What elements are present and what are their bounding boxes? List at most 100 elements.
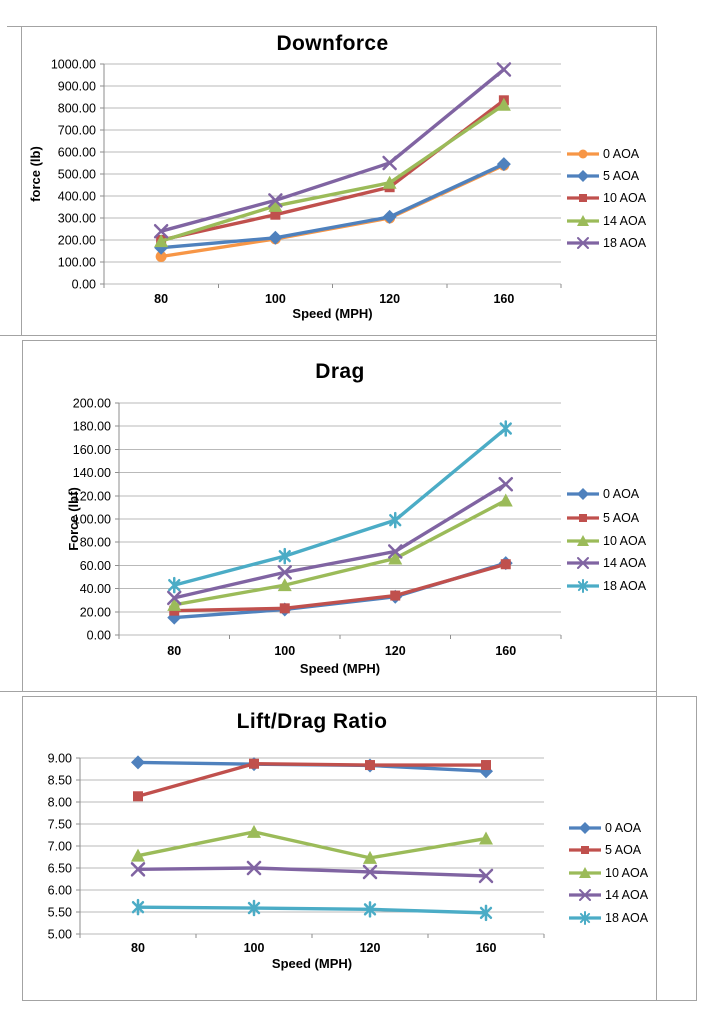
y-tick-label: 180.00 [73, 420, 111, 434]
triangle-marker [382, 175, 397, 189]
x-marker [577, 237, 589, 249]
x-marker [382, 155, 397, 171]
y-tick-label: 160.00 [73, 443, 111, 457]
gridline-artifact [0, 691, 22, 692]
y-tick-label: 60.00 [80, 559, 111, 573]
y-tick-label: 300.00 [58, 212, 96, 226]
y-tick-label: 6.00 [48, 884, 72, 898]
legend-key [567, 488, 599, 500]
legend-item-label: 18 AOA [605, 911, 649, 925]
y-tick-label: 500.00 [58, 168, 96, 182]
legend-item-18-aoa[interactable]: 18 AOA [566, 575, 646, 597]
series-line-5-aoa [159, 162, 506, 250]
legend-item-label: 0 AOA [603, 487, 640, 501]
legend-item-14-aoa[interactable]: 14 AOA [566, 552, 646, 574]
diamond-marker [167, 610, 182, 625]
legend-key [569, 846, 601, 854]
drag-chart[interactable]: Drag Force (lbf) 200.00 180.00 160.00 140.0… [22, 340, 657, 692]
legend-item-5-aoa[interactable]: 5 AOA [566, 165, 639, 187]
x-marker [167, 590, 182, 606]
x-marker [362, 864, 378, 880]
legend-item-14-aoa[interactable]: 14 AOA [566, 210, 646, 232]
star-marker [363, 901, 377, 918]
y-tick-label: 600.00 [58, 146, 96, 160]
legend: 0 AOA 5 AOA 10 AOA 14 AOA 18 AOA [23, 697, 696, 1000]
downforce-chart-frame: Downforce force (lb) 1000.00 900.00 800.00… [7, 26, 657, 336]
legend-item-10-aoa[interactable]: 10 AOA [566, 530, 646, 552]
legend-item-10-aoa[interactable]: 10 AOA [566, 187, 646, 209]
legend-key [567, 514, 599, 522]
legend-item-label: 5 AOA [603, 511, 640, 525]
triangle-marker [496, 97, 511, 111]
legend: 0 AOA 5 AOA 10 AOA 14 AOA 18 AOA [22, 27, 656, 335]
y-tick-label: 0.00 [87, 629, 111, 643]
triangle-marker [577, 535, 589, 546]
star-marker [479, 904, 493, 922]
square-marker [279, 603, 290, 614]
legend-item-label: 5 AOA [605, 843, 642, 857]
legend-key [567, 535, 599, 546]
triangle-marker [577, 215, 589, 226]
x-tick-label: 100 [274, 644, 295, 658]
diamond-marker [577, 170, 589, 182]
y-tick-label: 20.00 [80, 605, 111, 619]
legend-item-label: 0 AOA [603, 147, 640, 161]
gridline-artifact [0, 335, 22, 336]
legend-item-5-aoa[interactable]: 5 AOA [568, 839, 641, 861]
legend-item-10-aoa[interactable]: 10 AOA [568, 862, 648, 884]
square-marker [579, 194, 587, 202]
x-tick-label: 100 [265, 292, 286, 306]
y-tick-label: 40.00 [80, 582, 111, 596]
y-tick-label: 900.00 [58, 80, 96, 94]
series-line-5-aoa [136, 762, 488, 798]
triangle-marker [167, 597, 182, 611]
legend-item-0-aoa[interactable]: 0 AOA [566, 143, 639, 165]
diamond-marker [577, 488, 589, 500]
x-tick-label: 120 [379, 292, 400, 306]
y-tick-label: 700.00 [58, 124, 96, 138]
x-tick-label: 160 [495, 644, 516, 658]
legend-item-label: 14 AOA [603, 556, 647, 570]
legend-key [567, 194, 599, 202]
legend-item-0-aoa[interactable]: 0 AOA [566, 483, 639, 505]
star-marker [579, 911, 591, 925]
legend-item-0-aoa[interactable]: 0 AOA [568, 817, 641, 839]
triangle-marker [479, 831, 493, 845]
legend-item-label: 5 AOA [603, 169, 640, 183]
y-tick-label: 200.00 [58, 234, 96, 248]
star-marker [247, 899, 261, 917]
legend-item-14-aoa[interactable]: 14 AOA [568, 884, 648, 906]
y-tick-label: 100.00 [58, 256, 96, 270]
star-marker [168, 576, 181, 594]
legend-item-18-aoa[interactable]: 18 AOA [568, 907, 648, 929]
series-line-10-aoa [136, 830, 488, 860]
lift-drag-ratio-chart[interactable]: Lift/Drag Ratio 9.00 8.50 8.00 7.50 7.00 6.50… [22, 696, 697, 1001]
triangle-marker [277, 578, 292, 592]
legend-item-18-aoa[interactable]: 18 AOA [566, 232, 646, 254]
legend-key [567, 149, 599, 159]
triangle-marker [363, 850, 377, 864]
y-tick-label: 7.50 [48, 818, 72, 832]
triangle-marker [388, 551, 403, 565]
legend-key [569, 867, 601, 878]
y-tick-label: 800.00 [58, 102, 96, 116]
x-marker [478, 868, 494, 884]
x-tick-label: 160 [476, 941, 497, 955]
legend-key [567, 237, 599, 249]
triangle-marker [247, 824, 261, 838]
x-tick-label: 80 [167, 644, 181, 658]
y-tick-label: 80.00 [80, 536, 111, 550]
downforce-chart[interactable]: Downforce force (lb) 1000.00 900.00 800.00… [21, 26, 657, 336]
square-marker [390, 590, 401, 601]
circle-marker [155, 251, 167, 262]
diamond-marker [268, 230, 283, 245]
y-tick-label: 5.00 [48, 928, 72, 942]
y-tick-label: 9.00 [48, 752, 72, 766]
y-tick-label: 6.50 [48, 862, 72, 876]
square-marker [579, 514, 587, 522]
y-tick-label: 8.00 [48, 796, 72, 810]
legend-item-label: 10 AOA [603, 534, 647, 548]
legend-item-5-aoa[interactable]: 5 AOA [566, 507, 639, 529]
circle-marker [578, 149, 588, 159]
star-marker [278, 547, 291, 565]
